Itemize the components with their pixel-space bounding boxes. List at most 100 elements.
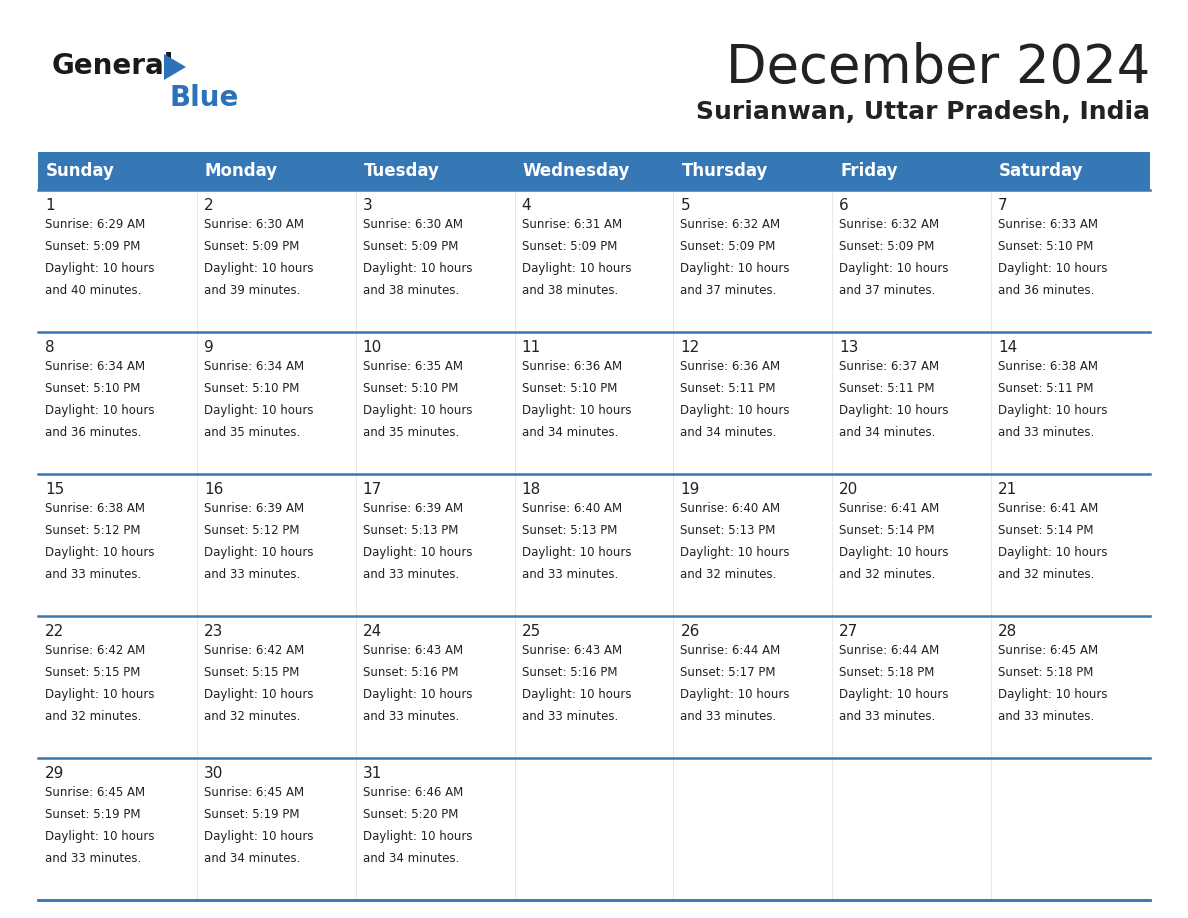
Bar [38,332,197,474]
Text: 9: 9 [204,340,214,355]
Text: General: General [52,52,175,80]
Text: December 2024: December 2024 [726,42,1150,94]
Text: Daylight: 10 hours: Daylight: 10 hours [839,262,949,275]
Bar [674,190,833,332]
Bar [197,190,355,332]
Text: 30: 30 [204,766,223,781]
Text: 19: 19 [681,482,700,497]
Text: Sunrise: 6:45 AM: Sunrise: 6:45 AM [998,644,1098,657]
Text: Sunday: Sunday [46,162,115,180]
Text: Sunset: 5:09 PM: Sunset: 5:09 PM [362,240,459,253]
Text: Daylight: 10 hours: Daylight: 10 hours [839,688,949,701]
Bar [197,332,355,474]
Text: Sunset: 5:13 PM: Sunset: 5:13 PM [681,524,776,537]
Text: Daylight: 10 hours: Daylight: 10 hours [204,262,314,275]
Text: and 35 minutes.: and 35 minutes. [204,426,301,439]
Bar [991,758,1150,900]
Text: Sunset: 5:12 PM: Sunset: 5:12 PM [204,524,299,537]
Text: Sunrise: 6:29 AM: Sunrise: 6:29 AM [45,218,145,231]
Text: Sunrise: 6:41 AM: Sunrise: 6:41 AM [998,502,1099,515]
Text: Daylight: 10 hours: Daylight: 10 hours [362,404,472,417]
Bar [514,616,674,758]
Text: 2: 2 [204,198,214,213]
Text: Sunrise: 6:42 AM: Sunrise: 6:42 AM [45,644,145,657]
Bar [514,474,674,616]
Text: Daylight: 10 hours: Daylight: 10 hours [362,262,472,275]
Text: Sunset: 5:13 PM: Sunset: 5:13 PM [362,524,459,537]
Text: Daylight: 10 hours: Daylight: 10 hours [681,404,790,417]
Text: and 33 minutes.: and 33 minutes. [522,710,618,723]
Text: and 37 minutes.: and 37 minutes. [681,284,777,297]
Text: Daylight: 10 hours: Daylight: 10 hours [362,830,472,843]
Text: Daylight: 10 hours: Daylight: 10 hours [522,262,631,275]
Text: Daylight: 10 hours: Daylight: 10 hours [362,546,472,559]
Text: Daylight: 10 hours: Daylight: 10 hours [45,262,154,275]
Polygon shape [164,54,187,80]
Text: and 37 minutes.: and 37 minutes. [839,284,936,297]
Text: Sunrise: 6:39 AM: Sunrise: 6:39 AM [362,502,463,515]
Text: Sunrise: 6:34 AM: Sunrise: 6:34 AM [204,360,304,373]
Bar [674,758,833,900]
Text: and 33 minutes.: and 33 minutes. [839,710,935,723]
Text: 4: 4 [522,198,531,213]
Bar [674,474,833,616]
Text: Sunrise: 6:33 AM: Sunrise: 6:33 AM [998,218,1098,231]
Text: and 32 minutes.: and 32 minutes. [204,710,301,723]
Text: Daylight: 10 hours: Daylight: 10 hours [998,404,1107,417]
Text: 24: 24 [362,624,383,639]
Text: Sunset: 5:14 PM: Sunset: 5:14 PM [839,524,935,537]
Text: Sunset: 5:18 PM: Sunset: 5:18 PM [839,666,935,679]
Text: Daylight: 10 hours: Daylight: 10 hours [522,688,631,701]
Text: Thursday: Thursday [682,162,767,180]
Text: 5: 5 [681,198,690,213]
Text: Sunset: 5:14 PM: Sunset: 5:14 PM [998,524,1094,537]
Bar [197,474,355,616]
Text: 25: 25 [522,624,541,639]
Text: 6: 6 [839,198,849,213]
Text: 12: 12 [681,340,700,355]
Text: Daylight: 10 hours: Daylight: 10 hours [45,688,154,701]
Text: Daylight: 10 hours: Daylight: 10 hours [45,546,154,559]
Text: Sunset: 5:11 PM: Sunset: 5:11 PM [998,382,1094,395]
Bar [674,616,833,758]
Text: Sunset: 5:13 PM: Sunset: 5:13 PM [522,524,617,537]
Text: and 33 minutes.: and 33 minutes. [998,710,1094,723]
Text: Daylight: 10 hours: Daylight: 10 hours [204,688,314,701]
Text: and 32 minutes.: and 32 minutes. [45,710,141,723]
Text: Sunrise: 6:44 AM: Sunrise: 6:44 AM [681,644,781,657]
Text: 11: 11 [522,340,541,355]
Text: Tuesday: Tuesday [364,162,440,180]
Text: 8: 8 [45,340,55,355]
Text: Sunset: 5:15 PM: Sunset: 5:15 PM [204,666,299,679]
Text: Sunset: 5:10 PM: Sunset: 5:10 PM [362,382,459,395]
Text: Daylight: 10 hours: Daylight: 10 hours [522,546,631,559]
Text: and 40 minutes.: and 40 minutes. [45,284,141,297]
Text: Sunrise: 6:32 AM: Sunrise: 6:32 AM [839,218,940,231]
Text: Sunrise: 6:30 AM: Sunrise: 6:30 AM [204,218,304,231]
Text: and 34 minutes.: and 34 minutes. [204,852,301,865]
Text: Sunset: 5:09 PM: Sunset: 5:09 PM [522,240,617,253]
Text: Daylight: 10 hours: Daylight: 10 hours [998,688,1107,701]
Text: Sunset: 5:11 PM: Sunset: 5:11 PM [839,382,935,395]
Text: Sunset: 5:09 PM: Sunset: 5:09 PM [681,240,776,253]
Text: and 33 minutes.: and 33 minutes. [45,568,141,581]
Text: Sunrise: 6:30 AM: Sunrise: 6:30 AM [362,218,462,231]
Text: Sunset: 5:16 PM: Sunset: 5:16 PM [362,666,459,679]
Text: Daylight: 10 hours: Daylight: 10 hours [839,546,949,559]
Text: Sunrise: 6:42 AM: Sunrise: 6:42 AM [204,644,304,657]
Bar [514,190,674,332]
Text: Sunrise: 6:34 AM: Sunrise: 6:34 AM [45,360,145,373]
Bar [833,758,991,900]
Text: and 33 minutes.: and 33 minutes. [522,568,618,581]
Text: 22: 22 [45,624,64,639]
Text: Sunset: 5:15 PM: Sunset: 5:15 PM [45,666,140,679]
Bar [355,758,514,900]
Text: Daylight: 10 hours: Daylight: 10 hours [362,688,472,701]
Text: 1: 1 [45,198,55,213]
Text: Sunrise: 6:36 AM: Sunrise: 6:36 AM [681,360,781,373]
Bar [833,332,991,474]
Text: Sunrise: 6:45 AM: Sunrise: 6:45 AM [45,786,145,799]
Text: Wednesday: Wednesday [523,162,630,180]
Bar [833,190,991,332]
Bar [833,474,991,616]
